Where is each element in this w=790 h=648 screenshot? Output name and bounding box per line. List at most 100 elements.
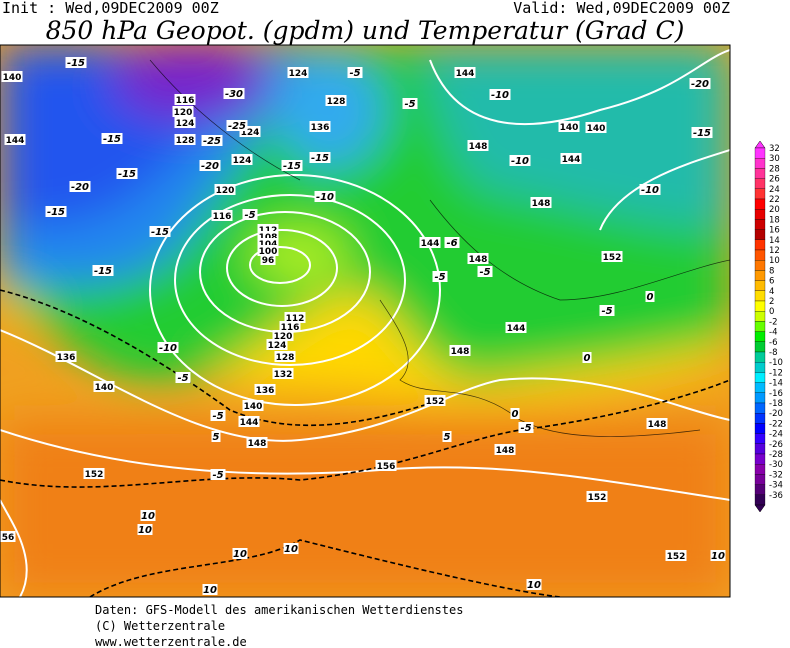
- label-box: [231, 154, 253, 165]
- label-box: [467, 253, 489, 264]
- colorbar-swatch: [754, 300, 766, 312]
- colorbar-swatch: [754, 433, 766, 444]
- label-box: [442, 431, 452, 442]
- label-box: [530, 197, 552, 208]
- label-box: [454, 67, 476, 78]
- label-box: [83, 468, 105, 479]
- colorbar-label: 24: [769, 185, 780, 195]
- colorbar-label: -18: [769, 399, 783, 409]
- colorbar-label: -34: [769, 481, 783, 491]
- temperature-label: -25: [203, 136, 221, 147]
- colorbar-label: -20: [769, 409, 783, 419]
- geopotential-label: 144: [456, 69, 475, 79]
- colorbar-swatch: [754, 198, 766, 210]
- label-box: [419, 237, 441, 248]
- footer-line: Daten: GFS-Modell des amerikanischen Wet…: [95, 603, 463, 617]
- geopotential-label: 152: [603, 253, 622, 263]
- colorbar-swatch: [754, 321, 766, 332]
- colorbar-swatch: [754, 443, 766, 455]
- colorbar-swatch: [754, 351, 766, 363]
- label-box: [432, 271, 448, 282]
- label-box: [257, 224, 279, 235]
- temperature-label: 10: [711, 551, 725, 562]
- temperature-label: -15: [67, 58, 85, 69]
- colorbar-label: -6: [769, 338, 777, 348]
- label-box: [266, 339, 288, 350]
- colorbar-swatch: [754, 249, 766, 261]
- colorbar-swatch: [754, 362, 766, 373]
- label-box: [174, 117, 196, 128]
- label-box: [223, 88, 245, 99]
- label-box: [582, 352, 592, 363]
- footer-line: www.wetterzentrale.de: [95, 635, 247, 648]
- temperature-contours: [0, 289, 730, 597]
- label-box: [174, 94, 196, 105]
- colorbar-label: 32: [769, 144, 780, 154]
- label-box: [157, 342, 179, 353]
- colorbar-label: 2: [769, 297, 774, 307]
- geopotential-label: 128: [176, 136, 195, 146]
- colorbar-swatch: [754, 331, 766, 342]
- label-box: [140, 510, 156, 521]
- label-box: [489, 89, 511, 100]
- geopotential-label: 96: [262, 256, 275, 266]
- colorbar-swatch: [754, 382, 766, 393]
- temperature-label: -15: [103, 134, 121, 145]
- colorbar-swatch: [754, 413, 766, 424]
- label-box: [149, 226, 171, 237]
- label-box: [274, 351, 296, 362]
- colorbar-label: 8: [769, 266, 774, 276]
- label-box: [518, 422, 534, 433]
- temperature-label: 0: [647, 292, 654, 303]
- label-box: [254, 384, 276, 395]
- temperature-label: 10: [138, 525, 152, 536]
- geopotential-label: 148: [648, 420, 667, 430]
- geopotential-label: 120: [216, 186, 235, 196]
- title: 850 hPa Geopot. (gpdm) und Temperatur (G…: [46, 16, 685, 45]
- colorbar: 32302826242220181614121086420-2-4-6-8-10…: [754, 140, 783, 513]
- label-box: [199, 160, 221, 171]
- geopotential-label: 144: [6, 136, 25, 146]
- colorbar-label: 26: [769, 175, 780, 185]
- label-box: [509, 155, 531, 166]
- geopotential-label: 144: [562, 155, 581, 165]
- label-box: [175, 372, 191, 383]
- colorbar-label: -4: [769, 328, 777, 338]
- geopotential-label: 156: [377, 462, 396, 472]
- colorbar-label: 22: [769, 195, 780, 205]
- colorbar-swatch: [754, 311, 766, 322]
- temperature-label: -10: [316, 192, 334, 203]
- label-box: [210, 410, 226, 421]
- label-box: [257, 238, 279, 249]
- label-box: [375, 460, 397, 471]
- colorbar-label: 6: [769, 277, 774, 287]
- label-box: [665, 550, 687, 561]
- colorbar-label: -32: [769, 470, 783, 480]
- temperature-label: 0: [512, 409, 519, 420]
- label-box: [424, 395, 446, 406]
- temperature-label: -15: [311, 153, 329, 164]
- label-box: [309, 121, 331, 132]
- label-box: [1, 71, 23, 82]
- temperature-label: -15: [283, 161, 301, 172]
- temperature-label: -15: [151, 227, 169, 238]
- temperature-label: 10: [284, 544, 298, 555]
- valid-time: Valid: Wed,09DEC2009 00Z: [513, 0, 730, 17]
- geopotential-label: 128: [276, 353, 295, 363]
- temperature-label: -5: [212, 411, 223, 422]
- colorbar-swatch: [754, 158, 766, 169]
- label-box: [444, 237, 460, 248]
- label-box: [560, 153, 582, 164]
- geopotential-label: 140: [95, 383, 114, 393]
- colorbar-swatch: [754, 474, 766, 485]
- label-box: [279, 321, 301, 332]
- geopotential-label: 140: [560, 123, 579, 133]
- label-box: [55, 351, 77, 362]
- label-box: [689, 78, 711, 89]
- geopotential-label: 124: [289, 69, 308, 79]
- label-box: [645, 291, 655, 302]
- geopotential-label: 56: [2, 533, 15, 543]
- geopotential-label: 144: [507, 324, 526, 334]
- label-box: [272, 330, 294, 341]
